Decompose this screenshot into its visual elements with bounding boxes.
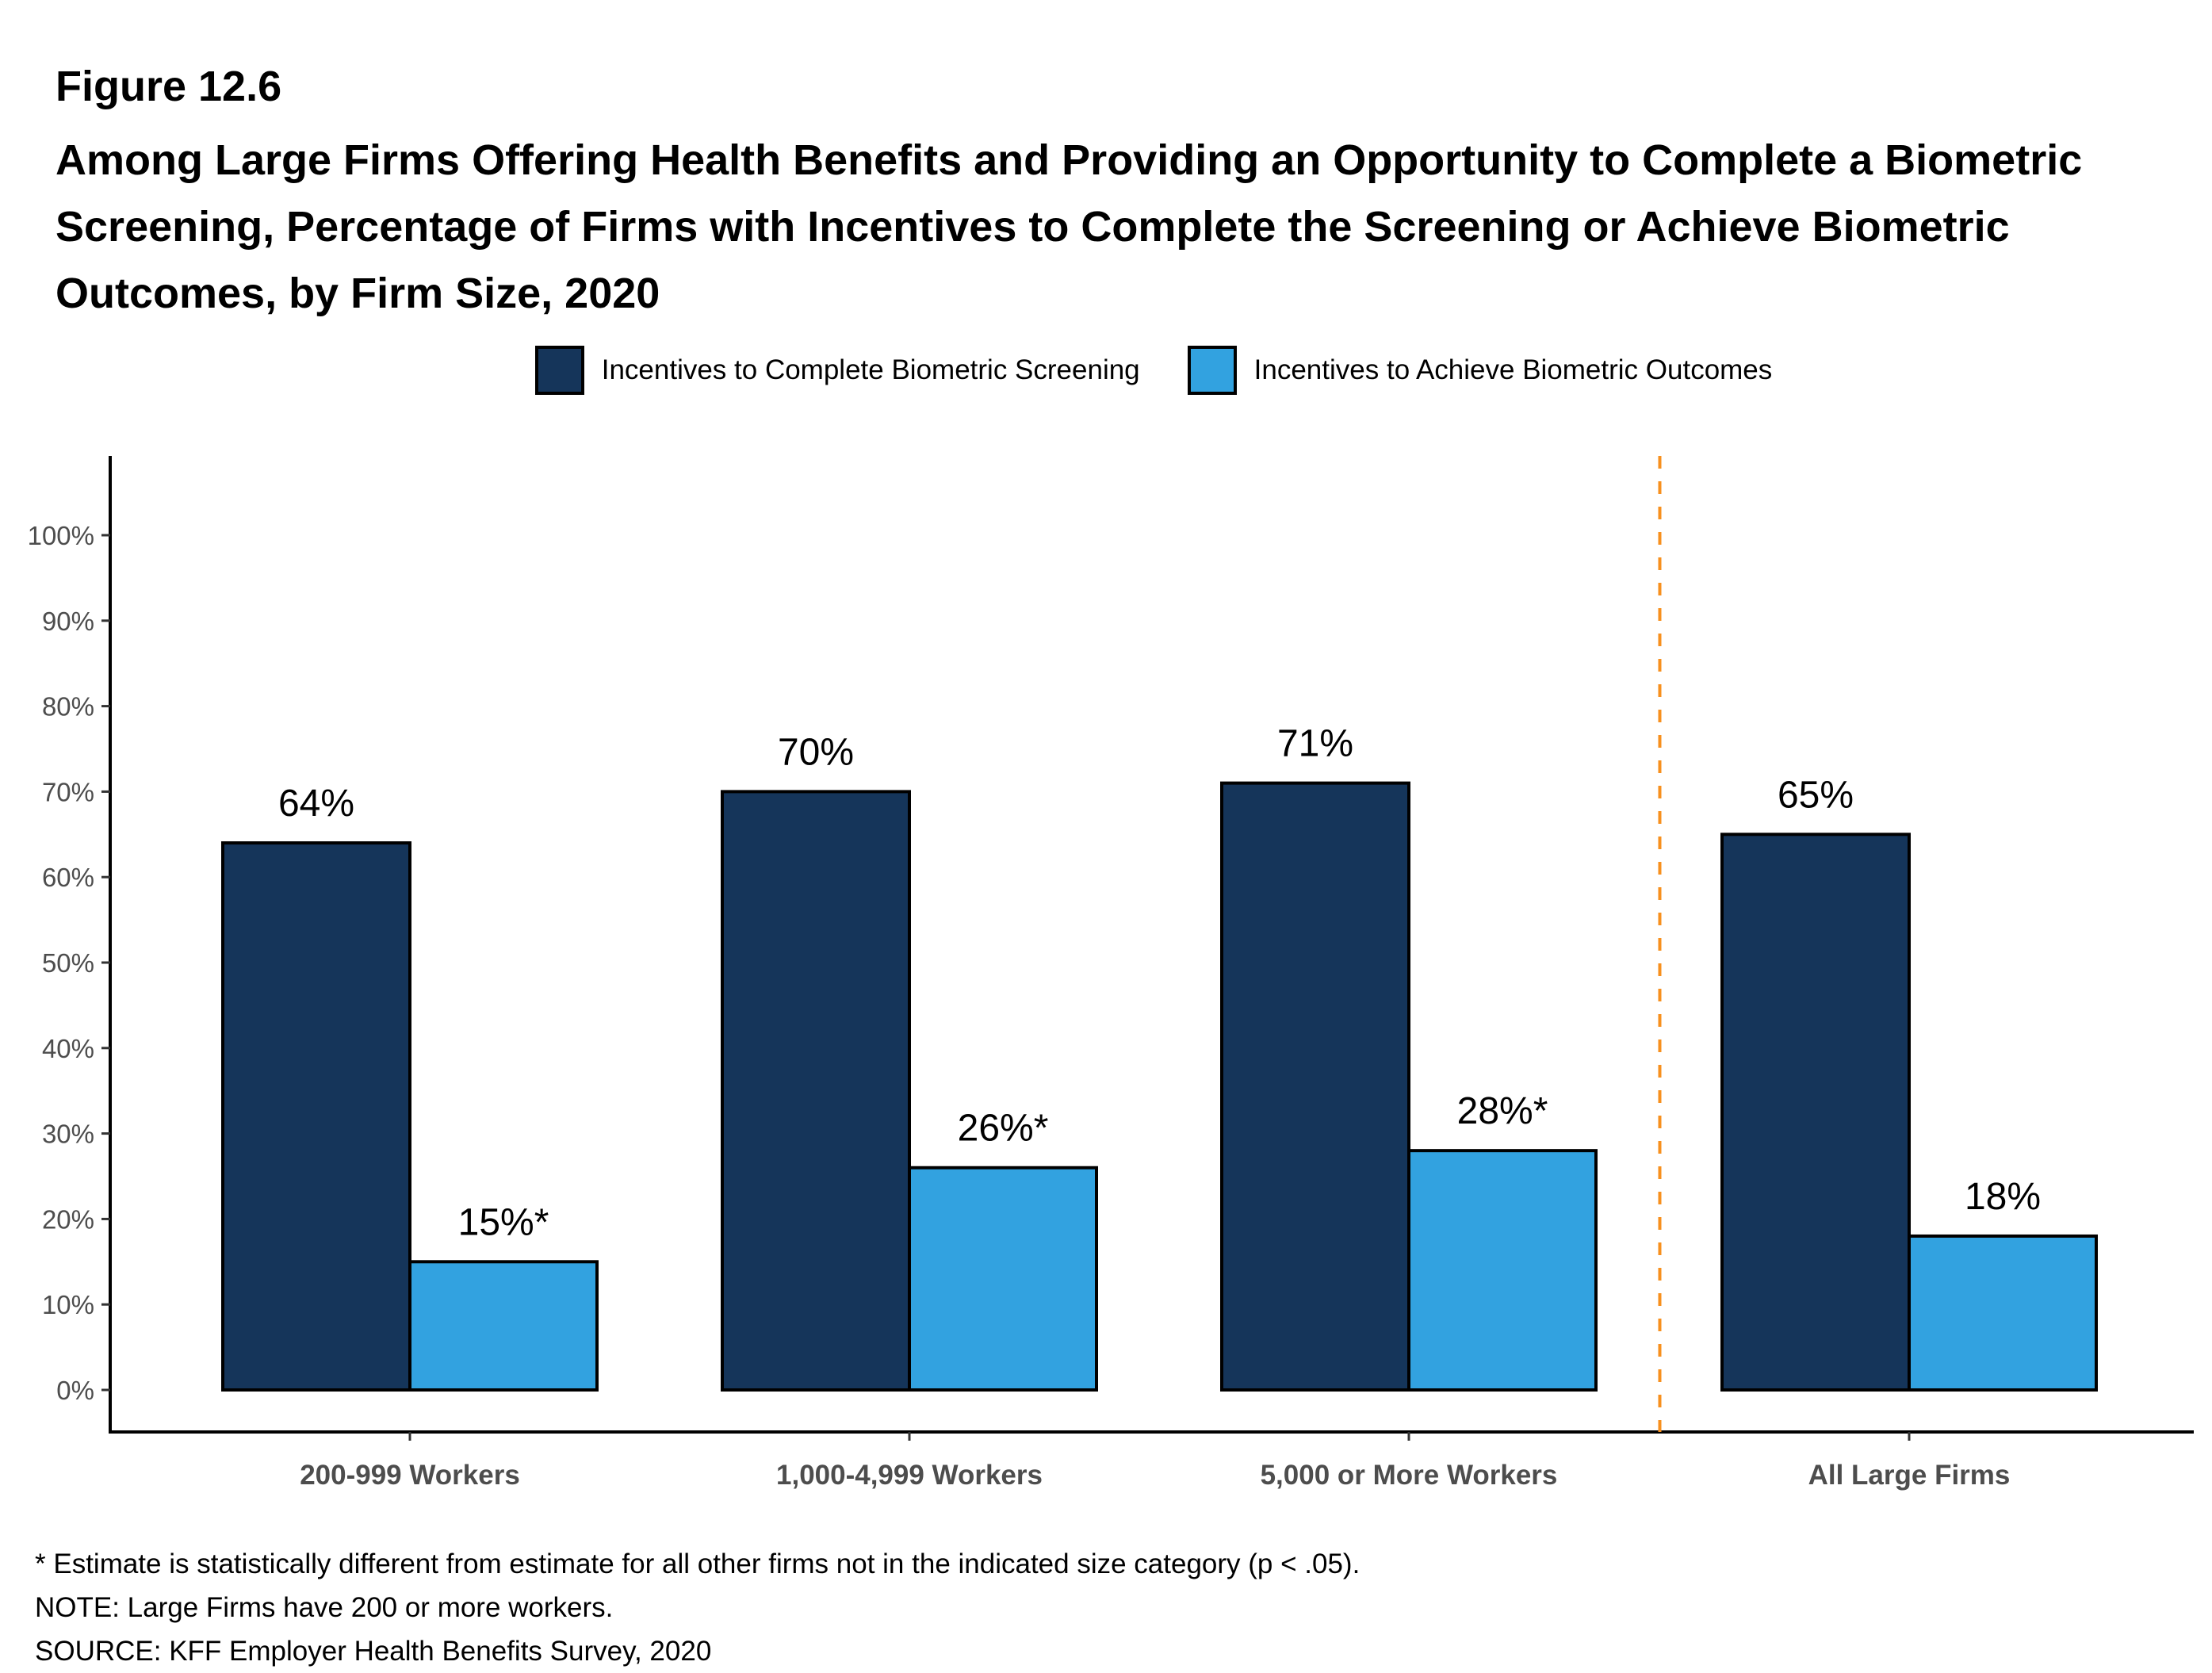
value-labels: 64% 70% 71% 65% 15%* 26%* 28%* 18% (278, 723, 2041, 1244)
legend-item-achieve-outcomes: Incentives to Achieve Biometric Outcomes (1187, 346, 1773, 395)
y-tick-label: 80% (42, 692, 94, 722)
legend-swatch-complete-screening (534, 346, 584, 395)
bar-achieve-outcomes (1407, 1149, 1598, 1392)
y-tick-label: 0% (56, 1376, 94, 1405)
x-tick-label: 200-999 Workers (300, 1460, 520, 1491)
y-tick-label: 60% (42, 863, 94, 892)
x-tick-label: All Large Firms (1808, 1460, 2011, 1491)
y-tick-label: 20% (42, 1204, 94, 1234)
bar-achieve-outcomes (1908, 1234, 2098, 1392)
data-label: 26%* (958, 1108, 1049, 1150)
y-tick-label: 10% (42, 1290, 94, 1319)
legend-item-complete-screening: Incentives to Complete Biometric Screeni… (534, 346, 1140, 395)
x-tick-label: 5,000 or More Workers (1261, 1460, 1558, 1491)
figure-label: Figure 12.6 (55, 63, 282, 110)
bar-complete-screening (221, 841, 411, 1392)
legend-label: Incentives to Achieve Biometric Outcomes (1253, 354, 1773, 385)
bar-complete-screening (1720, 833, 1911, 1392)
footnote-source: SOURCE: KFF Employer Health Benefits Sur… (35, 1636, 712, 1667)
data-label: 15%* (458, 1201, 549, 1243)
bars (221, 781, 2098, 1392)
legend: Incentives to Complete Biometric Screeni… (0, 346, 2212, 395)
y-tick-label: 100% (28, 521, 94, 550)
footnote-significance: * Estimate is statistically different fr… (35, 1549, 1360, 1579)
data-label: 70% (778, 731, 854, 773)
data-label: 18% (1965, 1176, 2041, 1218)
y-tick-label: 70% (42, 777, 94, 806)
bar-complete-screening (721, 790, 911, 1392)
y-tick-label: 50% (42, 948, 94, 978)
footnote-note: NOTE: Large Firms have 200 or more worke… (35, 1592, 614, 1623)
legend-swatch-achieve-outcomes (1187, 346, 1237, 395)
data-label: 64% (278, 783, 354, 825)
x-tick-label: 1,000-4,999 Workers (776, 1460, 1043, 1491)
y-tick-label: 90% (42, 607, 94, 636)
figure-title: Among Large Firms Offering Health Benefi… (55, 136, 2083, 317)
legend-label: Incentives to Complete Biometric Screeni… (601, 354, 1140, 385)
y-tick-label: 40% (42, 1034, 94, 1063)
data-label: 65% (1778, 774, 1854, 816)
data-label: 71% (1277, 723, 1353, 765)
bar-achieve-outcomes (908, 1166, 1098, 1392)
bar-achieve-outcomes (408, 1260, 599, 1392)
y-tick-label: 30% (42, 1120, 94, 1149)
y-axis: 0% 10% 20% 30% 40% 50% 60% 70% 80% 90% 100% (28, 456, 112, 1434)
data-label: 28%* (1457, 1090, 1548, 1132)
bar-complete-screening (1220, 781, 1410, 1392)
x-axis: 200-999 Workers 1,000-4,999 Workers 5,000 … (109, 1430, 2194, 1491)
footnotes: * Estimate is statistically different fr… (35, 1542, 1360, 1673)
